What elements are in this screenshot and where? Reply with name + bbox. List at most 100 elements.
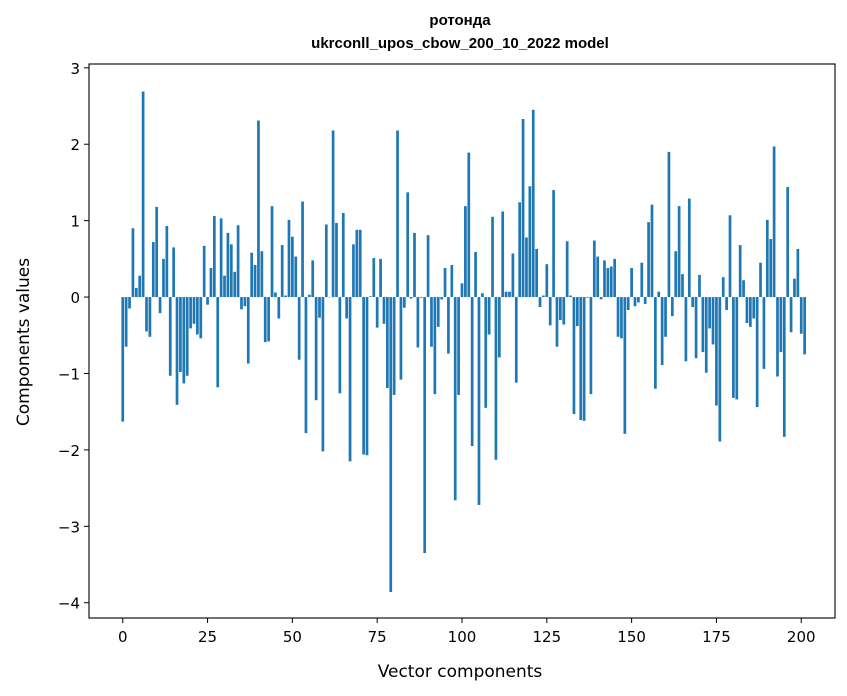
bar-90	[426, 235, 430, 298]
x-tick-label: 75	[368, 628, 387, 646]
bar-41	[260, 251, 264, 298]
bar-156	[650, 204, 654, 298]
bar-122	[535, 248, 538, 298]
bar-148	[623, 297, 627, 434]
bar-92	[433, 297, 437, 395]
bar-124	[542, 295, 545, 298]
bar-179	[728, 215, 732, 298]
x-tick-label: 100	[448, 628, 477, 646]
bar-23	[199, 297, 203, 339]
bar-101	[464, 206, 467, 298]
bar-11	[158, 297, 162, 314]
bar-70	[358, 229, 362, 298]
bar-0	[121, 297, 125, 422]
bar-197	[789, 297, 793, 333]
bar-62	[331, 130, 335, 298]
bar-142	[603, 260, 606, 298]
bar-82	[399, 297, 403, 380]
bar-24	[202, 245, 206, 298]
bar-163	[674, 251, 678, 298]
bar-183	[742, 280, 745, 298]
bar-192	[772, 146, 776, 298]
bar-118	[521, 119, 525, 298]
y-axis-label: Components values	[14, 258, 34, 426]
bar-157	[654, 297, 657, 389]
bar-53	[301, 201, 304, 298]
bar-35	[240, 297, 243, 310]
bar-171	[701, 297, 705, 353]
bar-167	[687, 198, 691, 298]
bar-67	[348, 297, 352, 462]
bar-69	[355, 229, 359, 298]
bar-146	[616, 297, 620, 337]
bar-106	[481, 293, 484, 298]
bar-51	[294, 256, 298, 298]
bar-132	[569, 295, 572, 298]
bar-65	[341, 213, 345, 298]
bar-91	[430, 297, 433, 347]
bar-50	[291, 236, 294, 298]
bar-128	[555, 297, 559, 347]
bar-110	[494, 297, 498, 460]
bar-103	[470, 297, 474, 447]
bar-140	[596, 256, 600, 298]
bar-1	[124, 297, 128, 347]
bar-84	[406, 192, 410, 298]
bar-55	[307, 294, 311, 298]
bar-68	[352, 244, 355, 298]
bar-49	[287, 219, 291, 298]
bar-160	[664, 297, 667, 337]
bar-79	[389, 297, 393, 593]
y-tick-label: −1	[58, 365, 80, 383]
bar-47	[280, 245, 284, 298]
bar-184	[745, 297, 749, 324]
bar-104	[474, 251, 477, 298]
bar-31	[226, 232, 230, 298]
bar-30	[223, 275, 226, 298]
bar-150	[630, 268, 633, 298]
bar-129	[559, 297, 562, 320]
y-tick-label: 3	[70, 60, 80, 78]
bar-9	[151, 242, 155, 298]
bar-36	[243, 297, 247, 307]
bar-138	[589, 297, 593, 395]
bar-134	[575, 297, 579, 327]
bar-105	[477, 297, 481, 505]
bar-25	[206, 297, 209, 305]
bar-12	[162, 258, 165, 298]
bar-130	[562, 297, 566, 325]
bar-198	[793, 278, 796, 298]
bar-98	[453, 297, 457, 501]
bar-151	[633, 297, 637, 307]
bar-191	[769, 238, 773, 298]
bar-34	[236, 225, 240, 298]
bar-117	[518, 202, 522, 298]
bar-162	[670, 297, 674, 317]
bar-189	[762, 297, 766, 369]
bar-199	[796, 248, 800, 298]
bar-188	[759, 262, 762, 298]
bar-115	[511, 253, 515, 298]
y-tick-label: −3	[58, 518, 80, 536]
bar-159	[660, 297, 664, 366]
bar-149	[626, 297, 630, 311]
plot-frame	[88, 63, 836, 619]
bar-181	[735, 297, 739, 400]
y-axis-ticks: 3 2 1 0 −1 −2 −3 −4	[58, 60, 89, 613]
bar-88	[419, 297, 423, 298]
y-tick-label: 1	[70, 213, 80, 231]
bar-109	[491, 216, 494, 298]
bar-38	[250, 252, 254, 298]
bar-174	[711, 297, 715, 345]
bar-145	[613, 258, 617, 298]
bar-186	[752, 297, 756, 319]
bar-144	[609, 266, 613, 298]
bar-147	[620, 297, 623, 339]
bar-187	[755, 297, 759, 408]
bar-201	[803, 297, 806, 355]
bar-94	[440, 297, 443, 300]
bar-81	[396, 130, 399, 298]
bar-175	[715, 297, 718, 406]
bar-44	[270, 206, 274, 298]
